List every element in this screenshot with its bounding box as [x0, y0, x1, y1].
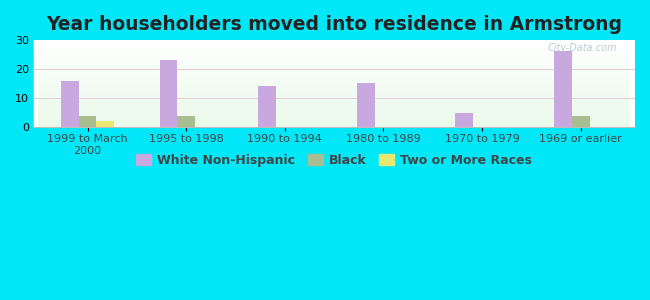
Bar	[554, 51, 572, 127]
Bar	[96, 122, 114, 127]
Bar	[456, 113, 473, 127]
Text: City-Data.com: City-Data.com	[547, 43, 617, 53]
Bar	[357, 83, 374, 127]
Title: Year householders moved into residence in Armstrong: Year householders moved into residence i…	[46, 15, 622, 34]
Bar	[177, 116, 195, 127]
Bar	[61, 81, 79, 127]
Legend: White Non-Hispanic, Black, Two or More Races: White Non-Hispanic, Black, Two or More R…	[131, 149, 538, 172]
Bar	[572, 116, 590, 127]
Bar	[79, 116, 96, 127]
Bar	[258, 86, 276, 127]
Bar	[159, 60, 177, 127]
